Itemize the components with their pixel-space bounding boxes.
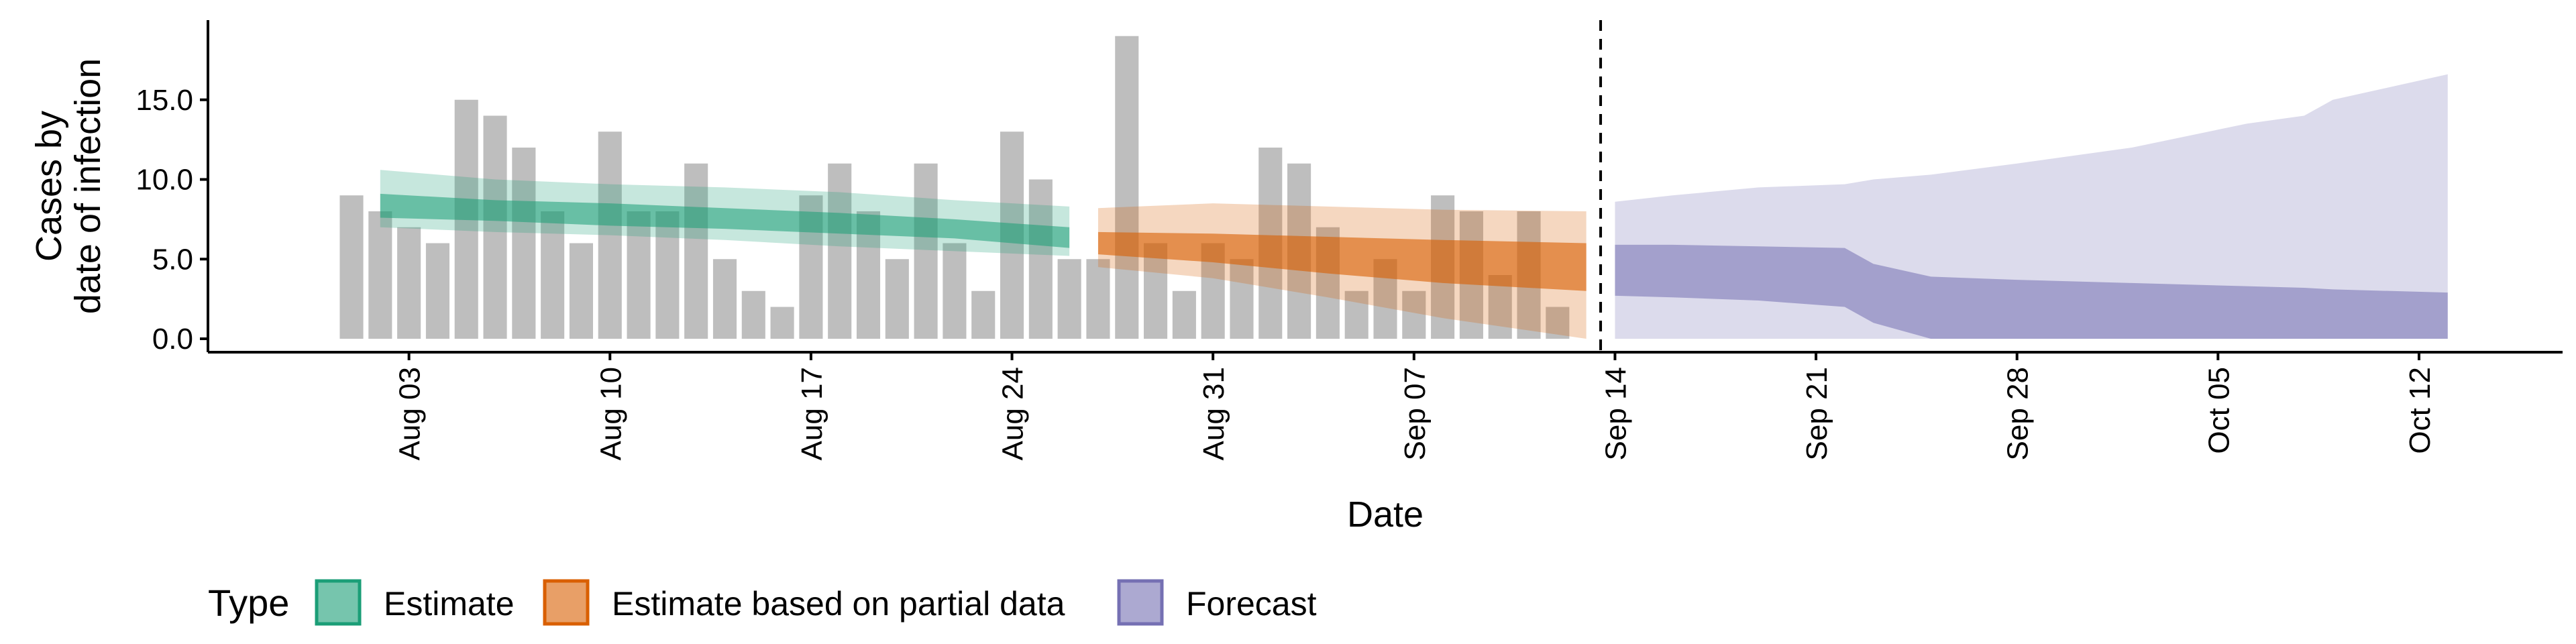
- x-tick-label: Oct 12: [2404, 367, 2436, 454]
- case-bar: [1144, 243, 1168, 339]
- estimate-inner-band: [380, 193, 1070, 248]
- case-bar: [828, 163, 852, 339]
- x-tick-label: Aug 03: [394, 367, 427, 460]
- x-tick-label: Sep 21: [1801, 367, 1833, 460]
- case-bar: [1115, 36, 1139, 339]
- legend: Type Estimate Estimate based on partial d…: [208, 579, 1317, 626]
- case-bar: [541, 211, 565, 339]
- y-axis-title: Cases bydate of infection: [29, 58, 108, 314]
- legend-swatch-estimate: [315, 579, 362, 626]
- y-tick-label: 15.0: [136, 84, 193, 117]
- case-bar: [712, 259, 737, 339]
- x-tick-label: Aug 10: [594, 367, 627, 460]
- x-tick-label: Aug 24: [997, 367, 1030, 460]
- legend-label-estimate: Estimate: [384, 585, 515, 623]
- case-bar: [483, 115, 507, 339]
- case-bar: [1230, 259, 1254, 339]
- legend-swatch-forecast: [1117, 579, 1164, 626]
- case-bar: [1172, 290, 1196, 339]
- estimate-bands: [380, 74, 2448, 339]
- y-tick-label: 5.0: [152, 243, 193, 276]
- x-tick-label: Aug 17: [796, 367, 828, 460]
- y-axis-title-line: Cases by: [29, 111, 69, 262]
- case-bar: [368, 211, 392, 339]
- case-bar: [655, 211, 680, 339]
- case-bar: [943, 243, 967, 339]
- forecast-inner-band: [1615, 244, 2448, 339]
- case-bar: [741, 290, 765, 339]
- x-axis-ticks: Aug 03 Aug 10 Aug 17 Aug 24 Aug 31 Sep 07 Sep …: [394, 352, 2436, 460]
- case-bar: [885, 259, 909, 339]
- x-tick-label: Sep 28: [2002, 367, 2035, 460]
- case-bar: [425, 243, 449, 339]
- x-tick-label: Sep 07: [1399, 367, 1432, 460]
- y-axis-ticks: 0.0 5.0 10.0 15.0: [136, 84, 208, 356]
- x-tick-label: Oct 05: [2202, 367, 2235, 454]
- legend-title: Type: [208, 582, 289, 624]
- case-bar: [339, 195, 364, 339]
- case-bar: [1402, 290, 1426, 339]
- case-bar: [569, 243, 594, 339]
- case-bar: [1028, 179, 1053, 339]
- case-bar: [397, 227, 421, 339]
- x-axis-title: Date: [1347, 494, 1424, 535]
- case-bar: [971, 290, 996, 339]
- case-bar: [914, 163, 938, 339]
- case-bar: [627, 211, 651, 339]
- case-bar: [1086, 259, 1110, 339]
- case-bar: [1057, 259, 1081, 339]
- legend-label-estimate-based-on-partial-data: Estimate based on partial data: [612, 585, 1065, 623]
- y-axis-title-line: date of infection: [68, 58, 108, 314]
- y-tick-label: 0.0: [152, 323, 193, 356]
- case-bar: [598, 131, 622, 339]
- estimate-based-on-partial-data-inner-band: [1097, 231, 1587, 291]
- legend-label-forecast: Forecast: [1186, 585, 1317, 623]
- y-tick-label: 10.0: [136, 164, 193, 197]
- x-tick-label: Sep 14: [1599, 367, 1632, 460]
- case-bar: [1546, 307, 1570, 339]
- legend-swatch-estimate-based-on-partial-data: [543, 579, 590, 626]
- x-tick-label: Aug 31: [1197, 367, 1230, 460]
- case-bar: [1344, 290, 1368, 339]
- case-bar: [684, 163, 708, 339]
- case-bar: [770, 307, 794, 339]
- case-bar: [512, 148, 536, 339]
